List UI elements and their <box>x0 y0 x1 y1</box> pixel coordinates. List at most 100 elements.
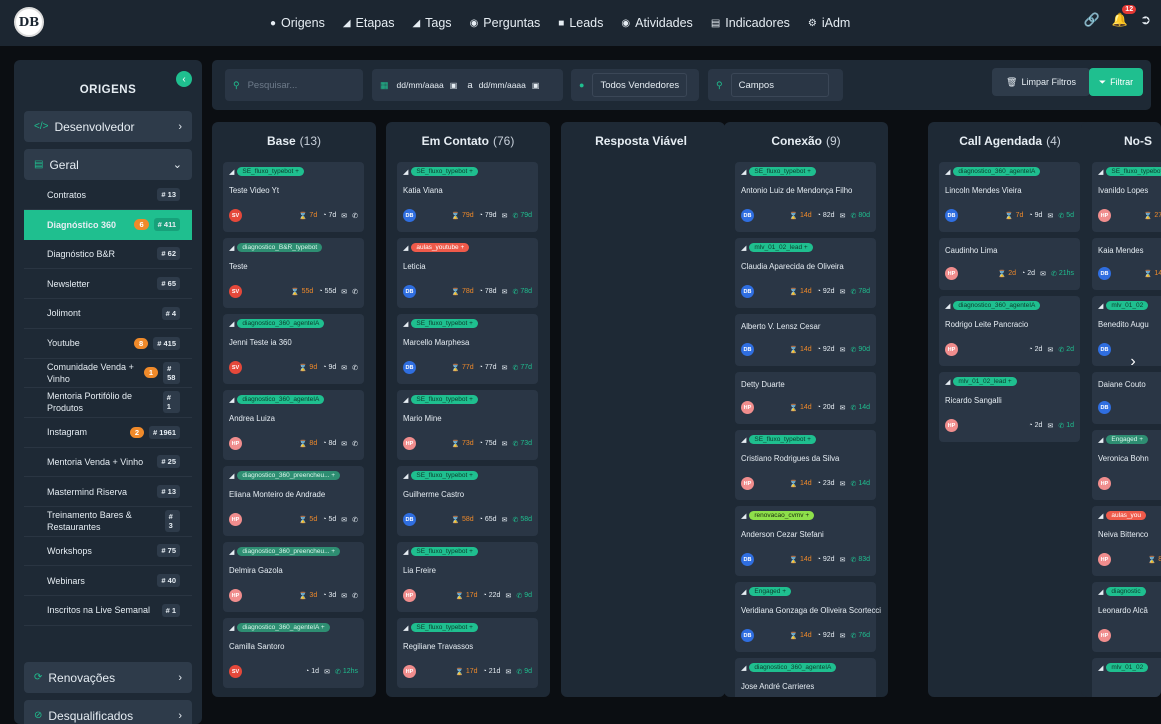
sidebar-item-14[interactable]: Inscritos na Live Semanal # 1 <box>24 596 192 626</box>
sidebar-item-9[interactable]: Mentoria Venda + Vinho # 25 <box>24 447 192 478</box>
tag-pill[interactable]: SE_fluxo_typebot <box>1106 167 1161 176</box>
lead-card[interactable]: ◢ diagnostico_B&R_typebot Teste SV ⌛ 55d ◔ 55d ✉… <box>223 238 364 308</box>
tag-pill[interactable]: diagnostico_360_agenteIA <box>237 319 325 328</box>
tag-pill[interactable]: diagnostico_360_agenteIA <box>953 167 1041 176</box>
lead-card[interactable]: ◢ diagnostico_360_agenteIA Rodrigo Leite P… <box>939 296 1080 366</box>
email-icon[interactable]: ✉ <box>1047 346 1054 354</box>
whatsapp-icon[interactable]: ✆ <box>352 592 358 600</box>
nav-item-7[interactable]: ⚙ iAdm <box>808 16 850 30</box>
email-icon[interactable]: ✉ <box>341 516 348 524</box>
nav-item-5[interactable]: ◉ Atividades <box>621 16 692 30</box>
lead-card[interactable]: ◢ mlv_01_02 <box>1092 658 1161 697</box>
clear-filters-button[interactable]: 🗑 Limpar Filtros <box>992 68 1090 96</box>
calendar-icon[interactable]: ▣ <box>531 80 540 90</box>
email-icon[interactable]: ✉ <box>505 668 512 676</box>
lead-card[interactable]: ◢ renovacao_cvmv + Anderson Cezar Stefani D… <box>735 506 876 576</box>
lead-card[interactable]: ◢ SE_fluxo_typebot + Katia Viana DB ⌛ 79d ◔ 79d… <box>397 162 538 232</box>
lead-card[interactable]: ◢ SE_fluxo_typebot + Regiliane Travassos HP… <box>397 618 538 688</box>
lead-card[interactable]: ◢ SE_fluxo_typebot + Guilherme Castro DB ⌛ 58… <box>397 466 538 536</box>
email-icon[interactable]: ✉ <box>1040 270 1046 278</box>
section-desenvolvedor[interactable]: </> Desenvolvedor › <box>24 111 192 142</box>
email-icon[interactable]: ✉ <box>505 592 512 600</box>
tag-pill[interactable]: mlv_01_02_lead + <box>749 243 813 252</box>
lead-card[interactable]: Detty Duarte HP ⌛ 14d ◔ 20d ✉ ✆ 14d <box>735 372 876 424</box>
lead-card[interactable]: Daiane Couto DB <box>1092 372 1161 424</box>
lead-card[interactable]: ◢ SE_fluxo_typebot + Teste Video Yt SV ⌛ 7d ◔ 7… <box>223 162 364 232</box>
app-logo[interactable]: DB <box>14 7 44 37</box>
sidebar-item-1[interactable]: Diagnóstico 360 6 # 411 <box>24 209 192 240</box>
email-icon[interactable]: ✉ <box>341 440 348 448</box>
tag-pill[interactable]: SE_fluxo_typebot + <box>411 395 478 404</box>
date-to-input[interactable]: dd/mm/aaaa <box>478 80 526 90</box>
lead-card[interactable]: Caudinho Lima HP ⌛ 2d ◔ 2d ✉ ✆ 21hs <box>939 238 1080 290</box>
tag-pill[interactable]: mlv_01_02 <box>1106 301 1149 310</box>
nav-item-3[interactable]: ◉ Perguntas <box>470 16 541 30</box>
lead-card[interactable]: ◢ Engaged + Veronica Bohn HP <box>1092 430 1161 500</box>
email-icon[interactable]: ✉ <box>501 364 508 372</box>
lead-card[interactable]: ◢ diagnostico_360_preencheu... + Eliana Mo… <box>223 466 364 536</box>
nav-item-0[interactable]: ● Origens <box>270 16 325 30</box>
whatsapp-icon[interactable]: ✆ <box>352 516 358 524</box>
sidebar-item-12[interactable]: Workshops # 75 <box>24 536 192 567</box>
tag-pill[interactable]: aulas_you <box>1106 511 1147 520</box>
lead-card[interactable]: ◢ SE_fluxo_typebot + Antonio Luiz de Mendo… <box>735 162 876 232</box>
lead-card[interactable]: ◢SE_fluxo_typebot Ivanildo Lopes HP ⌛27d <box>1092 162 1161 232</box>
email-icon[interactable]: ✉ <box>341 288 348 296</box>
tag-pill[interactable]: SE_fluxo_typebot + <box>749 435 816 444</box>
email-icon[interactable]: ✉ <box>839 404 846 412</box>
nav-item-4[interactable]: ■ Leads <box>558 16 603 30</box>
tag-pill[interactable]: diagnostico_360_preencheu... + <box>237 547 341 556</box>
lead-card[interactable]: ◢ Engaged + Veridiana Gonzaga de Oliveira … <box>735 582 881 652</box>
email-icon[interactable]: ✉ <box>839 480 846 488</box>
lead-card[interactable]: ◢ diagnostico_360_agenteIA Jose André Carr… <box>735 658 876 697</box>
lead-card[interactable]: ◢ SE_fluxo_typebot + Lia Freire HP ⌛ 17d ◔ 22d ✉… <box>397 542 538 612</box>
sidebar-item-4[interactable]: Jolimont # 4 <box>24 299 192 329</box>
tag-pill[interactable]: mlv_01_02 <box>1106 663 1149 672</box>
sidebar-item-13[interactable]: Webinars # 40 <box>24 566 192 597</box>
email-icon[interactable]: ✉ <box>501 440 508 448</box>
fields-select[interactable]: Campos <box>730 73 829 97</box>
seller-select[interactable]: Todos Vendedores <box>592 73 688 97</box>
tag-pill[interactable]: SE_fluxo_typebot + <box>237 167 304 176</box>
sidebar-item-8[interactable]: Instagram 2 # 1961 <box>24 418 192 448</box>
sidebar-item-6[interactable]: Comunidade Venda + Vinho 1 # 58 <box>24 358 192 389</box>
section-renovacoes[interactable]: ⟳ Renovações › <box>24 662 192 693</box>
sidebar-item-10[interactable]: Mastermind Riserva # 13 <box>24 477 192 507</box>
email-icon[interactable]: ✉ <box>341 212 348 220</box>
tag-pill[interactable]: Engaged + <box>1106 435 1149 444</box>
email-icon[interactable]: ✉ <box>341 364 348 372</box>
bell-icon[interactable]: 🔔 12 <box>1112 5 1137 28</box>
lead-card[interactable]: ◢ diagnostico_360_agenteIA Lincoln Mendes … <box>939 162 1080 232</box>
lead-card[interactable]: ◢ SE_fluxo_typebot + Marcello Marphesa DB ⌛ 7… <box>397 314 538 384</box>
lead-card[interactable]: Alberto V. Lensz Cesar DB ⌛ 14d ◔ 92d ✉ ✆ 90d <box>735 314 876 366</box>
sidebar-item-7[interactable]: Mentoria Portifólio de Produtos # 1 <box>24 388 192 418</box>
lead-card[interactable]: ◢ diagnostic Leonardo Alcâ HP <box>1092 582 1161 652</box>
tag-pill[interactable]: aulas_youtube + <box>411 243 470 252</box>
section-desqualificados[interactable]: ⊘ Desqualificados › <box>24 700 192 724</box>
tag-pill[interactable]: diagnostico_360_preencheu... + <box>237 471 341 480</box>
whatsapp-icon[interactable]: ✆ <box>352 288 358 296</box>
tag-pill[interactable]: SE_fluxo_typebot + <box>411 319 478 328</box>
tag-pill[interactable]: diagnostico_360_agenteIA <box>953 301 1041 310</box>
logout-icon[interactable]: ➲ <box>1140 12 1151 27</box>
lead-card[interactable]: ◢ diagnostico_360_preencheu... + Delmira G… <box>223 542 364 612</box>
lead-card[interactable]: Kaia Mendes DB ⌛14d <box>1092 238 1161 290</box>
email-icon[interactable]: ✉ <box>839 556 846 564</box>
lead-card[interactable]: ◢ diagnostico_360_agenteIA Andrea Luiza HP ⌛… <box>223 390 364 460</box>
tag-pill[interactable]: SE_fluxo_typebot + <box>411 471 478 480</box>
section-geral[interactable]: ▤ Geral ⌄ <box>24 149 192 180</box>
nav-item-2[interactable]: ◢ Tags <box>412 16 451 30</box>
link-icon[interactable]: 🔗 <box>1083 12 1100 27</box>
email-icon[interactable]: ✉ <box>324 668 330 676</box>
calendar-icon[interactable]: ▣ <box>449 80 458 90</box>
email-icon[interactable]: ✉ <box>839 346 846 354</box>
collapse-sidebar-button[interactable]: ‹ <box>176 71 192 87</box>
whatsapp-icon[interactable]: ✆ <box>352 440 358 448</box>
whatsapp-icon[interactable]: ✆ <box>352 364 358 372</box>
date-from-input[interactable]: dd/mm/aaaa <box>396 80 444 90</box>
email-icon[interactable]: ✉ <box>839 212 846 220</box>
email-icon[interactable]: ✉ <box>1047 422 1054 430</box>
nav-item-1[interactable]: ◢ Etapas <box>343 16 395 30</box>
tag-pill[interactable]: Engaged + <box>749 587 792 596</box>
email-icon[interactable]: ✉ <box>501 212 508 220</box>
